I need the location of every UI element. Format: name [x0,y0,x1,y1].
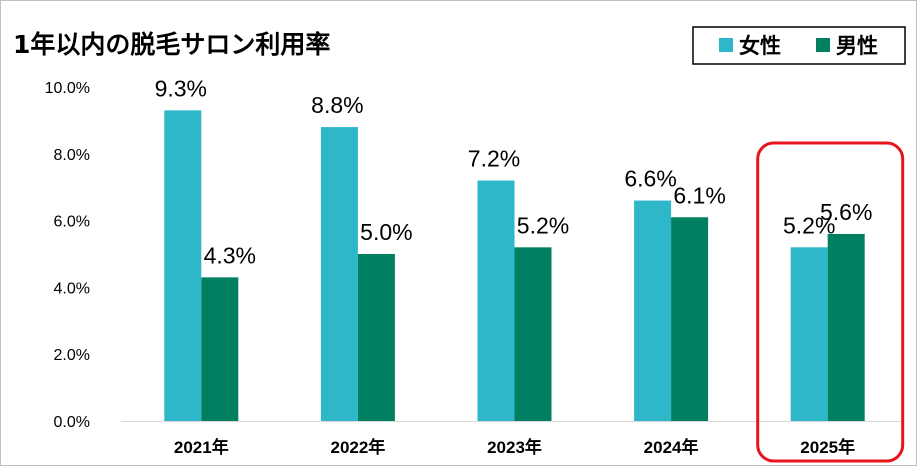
bar-0-3 [634,200,672,421]
data-label-1-4: 5.6% [820,199,872,225]
legend-swatch-0 [719,38,733,52]
y-tick-label-4: 8.0% [54,147,90,164]
x-tick-label-3: 2024年 [644,437,699,457]
x-tick-label-0: 2021年 [174,437,229,457]
legend-swatch-1 [816,38,830,52]
x-tick-label-4: 2025年 [800,437,855,457]
data-label-0-2: 7.2% [468,146,520,172]
data-label-1-0: 4.3% [204,242,256,268]
bar-1-0 [201,277,239,421]
data-label-0-4: 5.2% [783,212,835,238]
y-tick-label-3: 6.0% [54,214,90,231]
data-label-0-1: 8.8% [311,92,363,118]
highlight [756,141,905,463]
bar-0-0 [164,110,202,421]
bar-1-2 [514,247,552,421]
x-tick-label-1: 2022年 [330,437,385,457]
chart-title: 1年以内の脱毛サロン利用率 [13,30,330,59]
highlight-box [756,141,905,463]
bar-0-2 [477,180,515,421]
data-label-0-3: 6.6% [624,166,676,192]
legend-label-1: 男性 [836,34,878,58]
x-tick-label-2: 2023年 [487,437,542,457]
bar-0-1 [320,127,358,421]
y-axis: 0.0% 2.0% 4.0% 6.0% 8.0% 10.0% [45,80,90,431]
bars: 9.3%4.3%8.8%5.0%7.2%5.2%6.6%6.1%5.2%5.6% [155,75,872,421]
data-label-1-2: 5.2% [517,212,569,238]
legend: 女性 男性 [692,26,906,65]
data-label-1-3: 6.1% [673,182,725,208]
data-label-1-1: 5.0% [360,219,412,245]
bar-1-3 [671,217,709,421]
y-tick-label-0: 0.0% [54,414,90,431]
x-axis: 2021年 2022年 2023年 2024年 2025年 [121,421,901,457]
y-tick-label-5: 10.0% [45,80,90,97]
bar-0-4 [790,247,828,421]
y-tick-label-1: 2.0% [54,347,90,364]
y-tick-label-2: 4.0% [54,280,90,297]
bar-1-4 [827,233,865,421]
legend-label-0: 女性 [739,34,781,58]
data-label-0-0: 9.3% [155,75,207,101]
bar-1-1 [357,254,395,421]
